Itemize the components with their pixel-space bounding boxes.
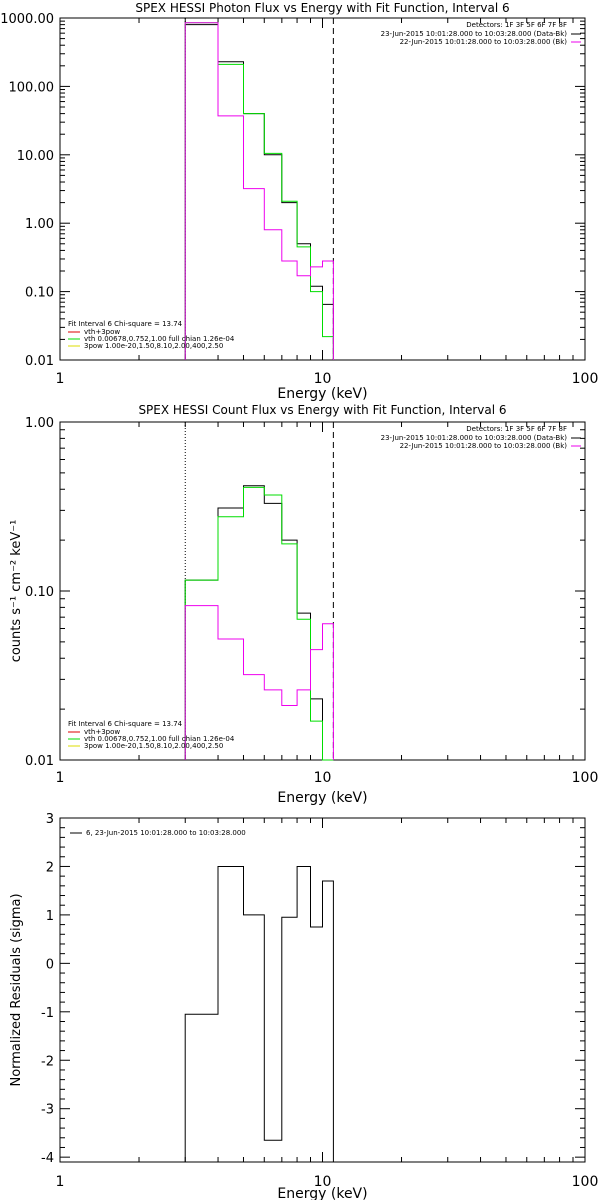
y-tick-label: 0.10 (25, 585, 54, 600)
y-tick-label: 1 (46, 909, 54, 924)
x-tick-label: 10 (314, 371, 332, 387)
y-tick-label: 1.00 (25, 416, 54, 431)
legend-top-right: Detectors: 1F 3F 5F 6F 7F 8F23-Jun-2015 … (381, 21, 581, 46)
legend-entry-label: 6, 23-Jun-2015 10:01:28.000 to 10:03:28.… (86, 829, 246, 837)
legend-top-right: Detectors: 1F 3F 5F 6F 7F 8F23-Jun-2015 … (381, 425, 581, 450)
y-axis-label: Normalized Residuals (sigma) (9, 893, 24, 1086)
y-tick-label: 1.00 (25, 217, 54, 232)
series-3-step-line (184, 22, 334, 360)
series-1-step-line (184, 24, 334, 360)
x-tick-label: 100 (572, 371, 599, 387)
legend-header: Detectors: 1F 3F 5F 6F 7F 8F (466, 425, 567, 433)
x-tick-label: 1 (56, 1174, 65, 1190)
series-1-step-line (184, 866, 334, 1162)
legend-bottom-left: Fit Interval 6 Chi-square = 13.74vth+3po… (68, 720, 235, 750)
legend-entry-label: 23-Jun-2015 10:01:28.000 to 10:03:28.000… (381, 434, 568, 442)
x-axis-label: Energy (keV) (277, 790, 367, 806)
legend-entry-label: 22-Jun-2015 10:01:28.000 to 10:03:28.000… (400, 442, 568, 450)
y-tick-label: -2 (41, 1054, 54, 1069)
x-tick-label: 10 (314, 770, 332, 786)
legend-entry-label: 22-Jun-2015 10:01:28.000 to 10:03:28.000… (400, 38, 568, 46)
y-tick-label: 0 (46, 957, 54, 972)
legend-bottom-left: Fit Interval 6 Chi-square = 13.74vth+3po… (68, 320, 235, 350)
plot-frame (59, 817, 586, 1163)
x-axis-label: Energy (keV) (277, 1186, 367, 1200)
legend-header: Fit Interval 6 Chi-square = 13.74 (68, 720, 183, 728)
legend-entry-label: vth+3pow (84, 328, 120, 336)
y-tick-label: 0.01 (25, 354, 54, 369)
y-tick-label: -4 (41, 1151, 54, 1166)
legend-entry-label: vth+3pow (84, 728, 120, 736)
y-tick-label: 10.00 (17, 149, 54, 164)
x-tick-label: 100 (572, 1174, 599, 1190)
y-tick-label: 0.10 (25, 286, 54, 301)
x-tick-label: 1 (56, 371, 65, 387)
x-tick-label: 1 (56, 770, 65, 786)
y-tick-label: 1000.00 (0, 12, 54, 27)
legend-entry-label: vth 0.00678,0.752,1.00 full chian 1.26e-… (84, 335, 235, 343)
y-tick-label: 3 (46, 812, 54, 827)
series-3-step-line (184, 605, 334, 760)
y-tick-label: -1 (41, 1006, 54, 1021)
legend-header: Detectors: 1F 3F 5F 6F 7F 8F (466, 21, 567, 29)
y-tick-label: 2 (46, 860, 54, 875)
y-tick-label: -3 (41, 1103, 54, 1118)
chart-panel-1: SPEX HESSI Photon Flux vs Energy with Fi… (0, 1, 598, 402)
legend-top-left: 6, 23-Jun-2015 10:01:28.000 to 10:03:28.… (70, 829, 246, 837)
series-1-step-line (184, 485, 334, 761)
legend-entry-label: 3pow 1.00e-20,1.50,8.10,2.00,400,2.50 (84, 742, 223, 750)
chart-title: SPEX HESSI Photon Flux vs Energy with Fi… (135, 1, 509, 15)
y-tick-label: 100.00 (9, 80, 55, 95)
series-2-step-line (184, 486, 334, 761)
legend-entry-label: vth 0.00678,0.752,1.00 full chian 1.26e-… (84, 735, 235, 743)
chart-panel-2: SPEX HESSI Count Flux vs Energy with Fit… (9, 403, 598, 806)
chart-panel-3: 1 10 100 -4 -3 -2 -1 0 1 2 3 Energy (keV) Normalized… (9, 812, 599, 1202)
x-axis-label: Energy (keV) (277, 386, 367, 402)
series-2-step-line (184, 22, 334, 360)
y-axis-label: counts s⁻¹ cm⁻² keV⁻¹ (9, 520, 24, 663)
legend-entry-label: 3pow 1.00e-20,1.50,8.10,2.00,400,2.50 (84, 342, 223, 350)
x-tick-label: 100 (572, 770, 599, 786)
x-tick-label: 10 (314, 1174, 332, 1190)
legend-entry-label: 23-Jun-2015 10:01:28.000 to 10:03:28.000… (381, 30, 568, 38)
chart-title: SPEX HESSI Count Flux vs Energy with Fit… (138, 403, 506, 417)
y-tick-label: 0.01 (25, 754, 54, 769)
legend-header: Fit Interval 6 Chi-square = 13.74 (68, 320, 183, 328)
